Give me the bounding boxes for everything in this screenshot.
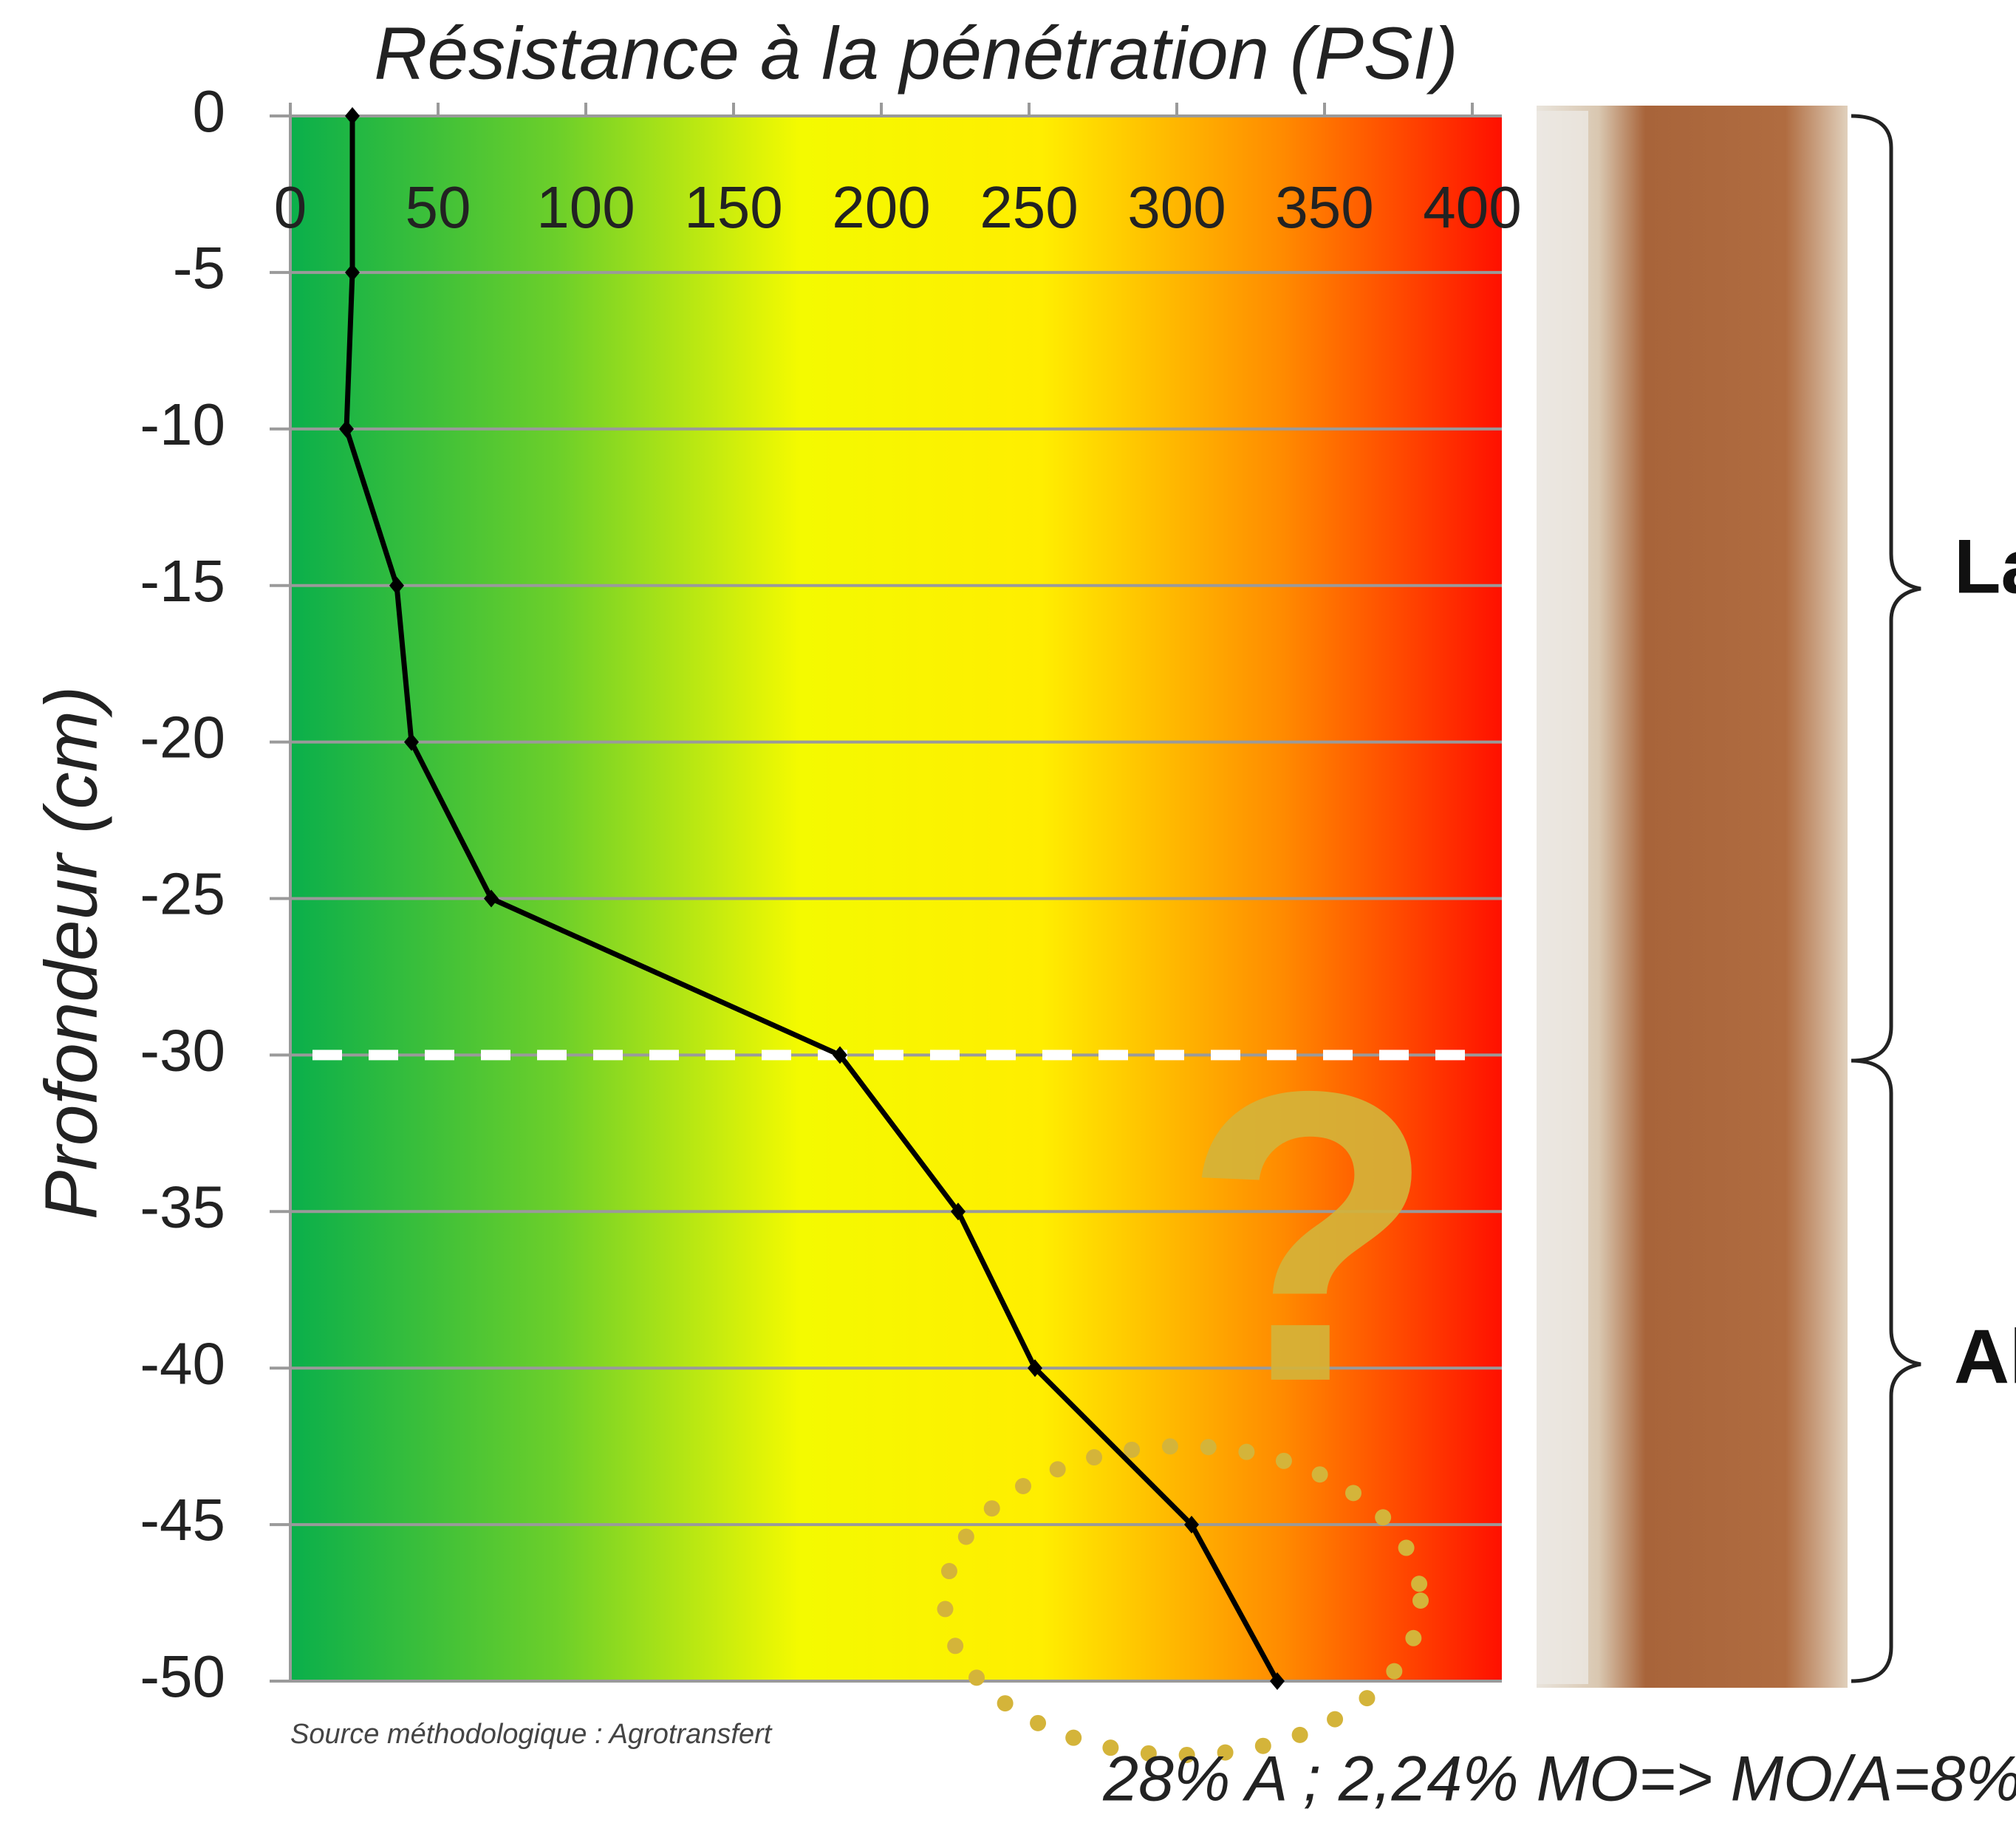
y-tick-label: -25	[140, 861, 225, 927]
x-tick-label: 300	[1127, 174, 1226, 240]
x-tick-label: 400	[1423, 174, 1521, 240]
y-tick-label: -30	[140, 1018, 225, 1084]
soil-annotation: 28% A ; 2,24% MO=> MO/A=8%	[1102, 1744, 2016, 1815]
y-tick-label: 0	[193, 78, 226, 144]
y-axis-title: Profondeur (cm)	[30, 686, 112, 1219]
y-tick-label: -50	[140, 1643, 225, 1709]
y-tick-label: -20	[140, 705, 225, 770]
y-tick-label: -45	[140, 1487, 225, 1553]
x-tick-label: 250	[980, 174, 1078, 240]
source-note: Source méthodologique : Agrotransfert	[290, 1719, 773, 1750]
layer-label: Al	[1954, 1314, 2016, 1400]
y-tick-label: -35	[140, 1174, 225, 1239]
x-tick-label: 100	[536, 174, 635, 240]
x-axis-title: Résistance à la pénétration (PSI)	[374, 12, 1458, 95]
y-tick-label: -5	[173, 235, 225, 301]
x-tick-label: 200	[832, 174, 930, 240]
x-tick-label: 0	[274, 174, 307, 240]
chart: La Al Résistance à la pénétration (PSI) …	[0, 0, 2016, 1834]
y-tick-label: -15	[140, 548, 225, 614]
page: {"chart_data": { "type": "line", "title"…	[0, 0, 2016, 1834]
tube-edge	[1537, 111, 1588, 1684]
layer-brace	[1851, 116, 1921, 1681]
x-tick-label: 150	[684, 174, 782, 240]
x-tick-label: 50	[406, 174, 471, 240]
x-tick-label: 350	[1275, 174, 1373, 240]
y-tick-label: -10	[140, 391, 225, 457]
layer-label: La	[1954, 524, 2016, 609]
y-tick-label: -40	[140, 1330, 225, 1396]
question-mark: ?	[1183, 1005, 1435, 1468]
